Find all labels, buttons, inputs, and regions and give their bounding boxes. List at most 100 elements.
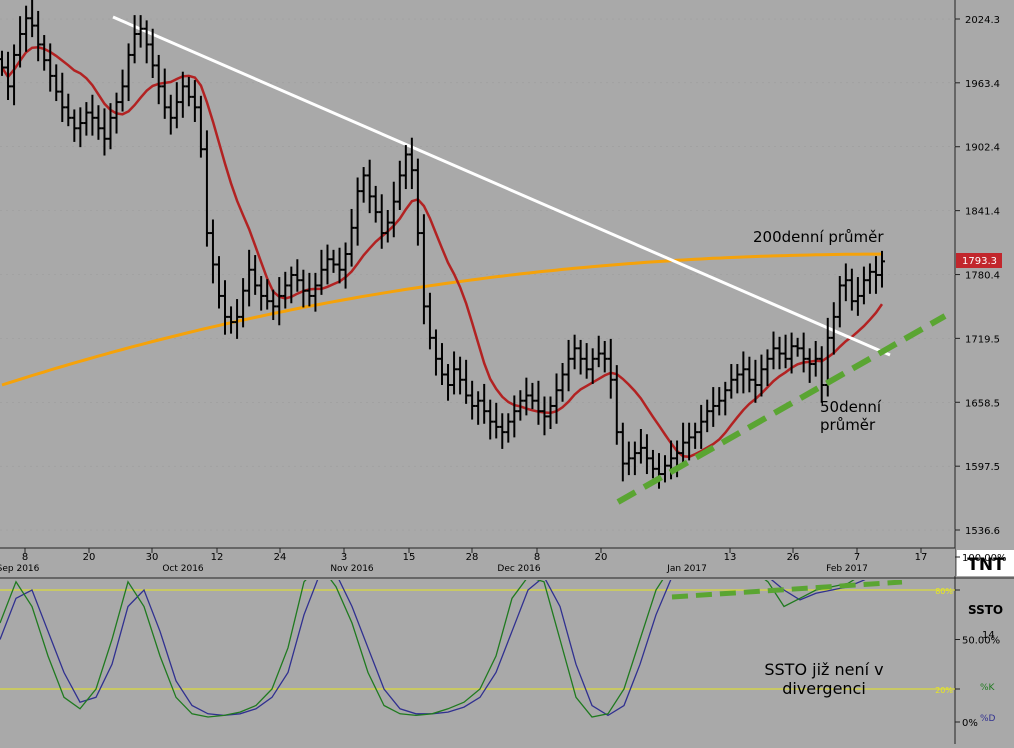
ohlc-bar [764,349,771,387]
month-label: Sep 2016 [0,564,40,574]
ohlc-bar [637,428,644,464]
ma50-label-line2: průměr [820,416,876,434]
ohlc-bar [318,249,325,295]
ohlc-bar [595,335,602,368]
ohlc-bar [65,93,72,127]
ohlc-bar [185,76,192,107]
osc-tick-label: 100.00% [962,553,1007,564]
ohlc-bar [83,102,90,136]
ohlc-bar [288,266,295,304]
ohlc-bar [95,105,102,140]
ohlc-bar [577,339,584,375]
ohlc-bar [228,306,235,334]
ohlc-bar [282,271,289,309]
month-label: Nov 2016 [330,564,374,574]
ohlc-bar [215,256,222,309]
ssto-divergence-line [671,580,903,600]
ohlc-bar [463,359,470,404]
ohlc-bar [264,279,271,310]
ohlc-bar [402,145,409,190]
ohlc-bar [607,338,614,399]
ohlc-bar [812,340,819,377]
ohlc-bar [77,107,84,148]
osc-tick-label: 0% [962,718,978,729]
ohlc-bar [517,390,524,421]
ohlc-bar [35,10,42,62]
ohlc-bar [655,453,662,489]
ohlc-bar [246,249,253,307]
ohlc-bar [366,159,373,214]
ohlc-bar [559,362,566,402]
k-legend: %K [980,683,996,693]
ohlc-bar [432,329,439,376]
ohlc-bar [276,277,283,326]
ohlc-bar [511,395,518,438]
day-label: 17 [915,552,928,563]
osc-tick-label: 80% [935,587,953,596]
price-tick-label: 1963.4 [965,79,1000,90]
ohlc-bar [161,68,168,119]
ohlc-bar [746,356,753,393]
ohlc-bar [740,351,747,394]
ohlc-bar [131,15,138,64]
month-label: Feb 2017 [826,564,868,574]
ohlc-bar [203,130,210,247]
ohlc-bar [493,402,500,439]
ohlc-bar [734,364,741,394]
day-label: 20 [595,552,608,563]
ohlc-bar [848,268,855,311]
ohlc-bar [505,413,512,443]
ohlc-bar [324,244,331,285]
ohlc-bar [728,364,735,399]
ohlc-bar [830,302,837,355]
ohlc-bar [179,71,186,118]
ohlc-bar [710,387,717,427]
price-axis-panel [955,0,1014,744]
ssto-annotation-line2: divergenci [782,679,866,698]
ohlc-bar [800,332,807,373]
ssto-annotation-line1: SSTO již není v [764,660,883,679]
ma200-line [1,252,883,387]
ohlc-bar [300,269,307,308]
time-axis: 8 20 30 12 24 3 15 28 8 20 13 26 7 17 Sep 2016 Oct 2016… [0,548,927,574]
month-label: Oct 2016 [162,564,204,574]
ohlc-bar [625,441,632,476]
day-label: 26 [787,552,800,563]
price-tick-label: 1719.5 [965,334,1000,345]
price-tick-label: 1597.5 [965,462,1000,473]
ohlc-bar [294,259,301,292]
ohlc-bar [330,249,337,273]
ohlc-bar [306,272,313,307]
ohlc-bar [788,332,795,374]
ohlc-bar [5,51,12,100]
ssto-title: SSTO [968,603,1003,617]
osc-tick-label: 50.00% [962,636,1000,647]
ohlc-bar [252,255,259,295]
ohlc-bar [209,219,216,284]
ohlc-bar [860,266,867,305]
support-trendline [616,313,947,505]
last-price-label: 1793.3 [962,256,997,267]
ohlc-bars [0,0,885,489]
day-label: 8 [22,552,28,563]
ohlc-bar [692,422,699,449]
ohlc-bar [191,80,198,122]
price-tick-label: 1780.4 [965,271,1000,282]
ohlc-bar [240,278,247,328]
ohlc-bar [197,95,204,158]
ohlc-bar [535,380,542,425]
ohlc-bar [107,103,114,150]
ohlc-bar [571,334,578,370]
ssto-period: 14 [982,630,995,641]
ohlc-bar [420,214,427,325]
ohlc-bar [439,343,445,385]
ohlc-bar [71,109,78,142]
month-label: Jan 2017 [666,564,707,574]
ohlc-bar [143,20,150,64]
ohlc-bar [879,250,885,288]
ohlc-bar [704,399,711,433]
ohlc-bar [23,5,30,52]
ohlc-bar [716,387,723,416]
ohlc-bar [457,356,464,395]
ma200-label: 200denní průměr [753,228,884,246]
